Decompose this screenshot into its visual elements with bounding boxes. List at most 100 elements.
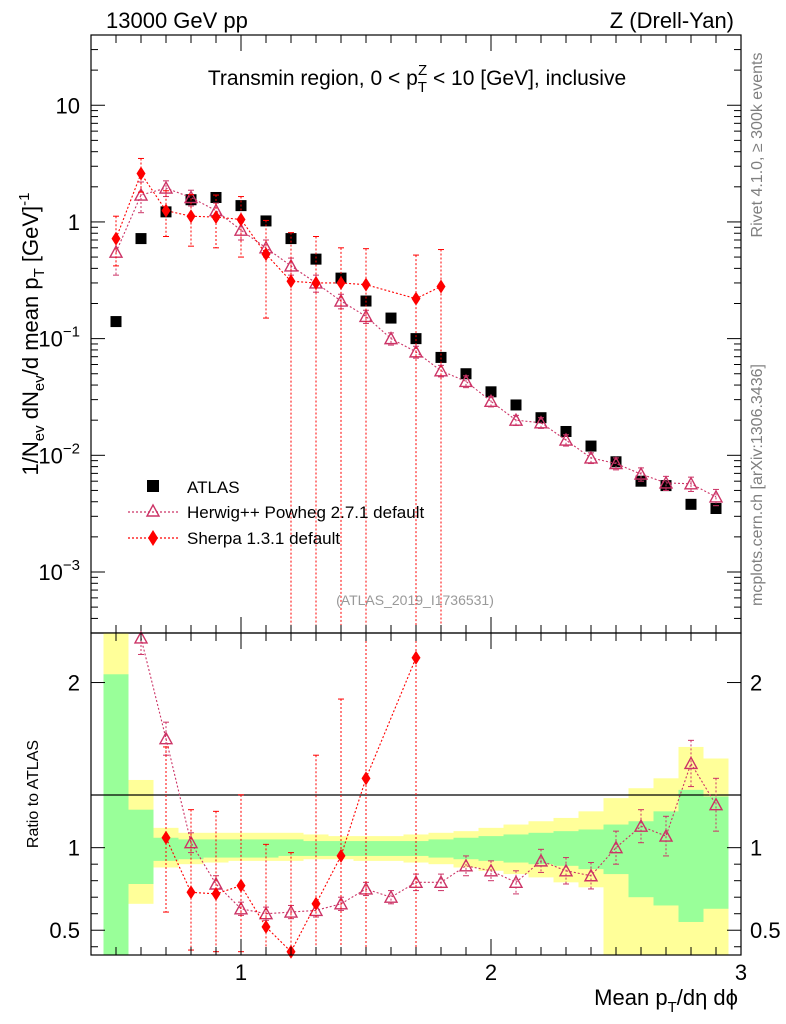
main-point bbox=[333, 293, 349, 307]
main-point bbox=[135, 233, 147, 245]
legend: ATLAS Herwig++ Powheg 2.7.1 default Sher… bbox=[128, 478, 424, 548]
main-point bbox=[361, 277, 371, 292]
main-axes: 10 1 10−1 10−2 10−3 bbox=[38, 34, 742, 634]
ratio-ytick-label-left-1: 1 bbox=[68, 836, 80, 861]
ratio-ylabel: Ratio to ATLAS bbox=[25, 740, 42, 848]
ratio-point bbox=[708, 797, 724, 811]
ratio-point bbox=[133, 630, 149, 644]
ratio-point bbox=[336, 848, 346, 863]
main-point bbox=[110, 316, 122, 328]
legend-sherpa-marker bbox=[148, 530, 158, 546]
band-green-2 bbox=[153, 837, 179, 861]
band-green-1 bbox=[128, 809, 154, 884]
ratio-line bbox=[165, 657, 417, 953]
ratio-point bbox=[658, 828, 674, 842]
main-point bbox=[558, 432, 574, 446]
band-green-11 bbox=[378, 841, 404, 856]
title-post: < 10 [GeV], inclusive bbox=[427, 67, 626, 90]
legend-atlas-label: ATLAS bbox=[187, 478, 240, 497]
main-panel: 10 1 10−1 10−2 10−3 Transmin region, 0 < pTZ… bbox=[16, 34, 742, 634]
ratio-point bbox=[161, 830, 171, 845]
ratio-series bbox=[133, 630, 724, 959]
main-ylabel: 1/Nev dNev/d mean pT [GeV]-1 bbox=[16, 193, 48, 476]
band-green-24 bbox=[703, 796, 729, 909]
band-green-14 bbox=[453, 837, 479, 860]
main-point bbox=[211, 210, 221, 225]
main-point bbox=[483, 393, 499, 408]
ratio-point bbox=[508, 874, 524, 889]
main-point bbox=[136, 166, 146, 181]
ratio-point bbox=[211, 886, 221, 901]
band-green-13 bbox=[428, 839, 454, 858]
main-point bbox=[533, 415, 549, 429]
main-point bbox=[608, 456, 624, 470]
main-ytick-label-0: 10 bbox=[56, 93, 80, 118]
main-point bbox=[111, 231, 121, 246]
ratio-point bbox=[683, 755, 699, 770]
plot-title: Transmin region, 0 < pTZ < 10 [GeV], inc… bbox=[208, 62, 626, 96]
main-point bbox=[710, 503, 722, 515]
main-point bbox=[458, 373, 474, 388]
ratio-point bbox=[186, 885, 196, 900]
band-green-7 bbox=[278, 839, 304, 856]
ratio-sherpa bbox=[161, 632, 421, 959]
ratio-point bbox=[233, 901, 249, 915]
main-point bbox=[460, 368, 472, 380]
ratio-point bbox=[411, 650, 421, 665]
ratio-point bbox=[533, 853, 549, 867]
main-point bbox=[286, 274, 296, 289]
main-point bbox=[261, 247, 271, 262]
main-point bbox=[310, 253, 322, 265]
ratio-bands bbox=[103, 633, 729, 955]
ratio-point bbox=[311, 896, 321, 911]
legend-herwig-marker bbox=[145, 503, 161, 517]
ratio-point bbox=[408, 874, 424, 889]
main-point bbox=[685, 498, 697, 510]
main-point bbox=[508, 412, 524, 426]
title-sup: Z bbox=[418, 62, 427, 79]
beam-label: 13000 GeV pp bbox=[106, 8, 248, 33]
rivet-label: Rivet 4.1.0, ≥ 300k events bbox=[749, 53, 766, 238]
ratio-ytick-label-right-1: 1 bbox=[750, 836, 762, 861]
main-ytick-label-1: 1 bbox=[68, 210, 80, 235]
main-sherpa bbox=[111, 157, 446, 634]
main-point bbox=[210, 191, 222, 203]
main-point bbox=[283, 258, 299, 272]
main-point bbox=[485, 386, 497, 398]
band-green-16 bbox=[503, 834, 529, 863]
process-label: Z (Drell-Yan) bbox=[610, 8, 734, 33]
main-point bbox=[583, 450, 599, 464]
band-green-15 bbox=[478, 836, 504, 861]
ratio-point bbox=[558, 863, 574, 877]
ratio-point bbox=[258, 906, 274, 920]
band-green-12 bbox=[403, 841, 429, 856]
main-point bbox=[161, 203, 171, 218]
main-point bbox=[433, 363, 449, 377]
xtick-label-2: 3 bbox=[735, 960, 747, 985]
main-point bbox=[633, 466, 649, 480]
main-point bbox=[410, 333, 422, 345]
ratio-point bbox=[633, 818, 649, 832]
ratio-point bbox=[261, 919, 271, 934]
main-point bbox=[233, 222, 249, 236]
legend-sherpa-label: Sherpa 1.3.1 default bbox=[187, 529, 340, 548]
main-point bbox=[186, 209, 196, 224]
main-series bbox=[108, 157, 724, 634]
legend-herwig-label: Herwig++ Powheg 2.7.1 default bbox=[187, 503, 424, 522]
main-point bbox=[133, 187, 149, 201]
ratio-point bbox=[583, 868, 599, 882]
main-point bbox=[336, 275, 346, 290]
legend-atlas-marker bbox=[147, 480, 159, 492]
band-green-18 bbox=[553, 831, 579, 866]
title-pre: Transmin region, 0 < p bbox=[208, 67, 418, 90]
band-yellow-20 bbox=[603, 798, 629, 955]
main-point bbox=[560, 425, 572, 437]
main-ytick-label-4: 10−3 bbox=[38, 557, 80, 585]
main-ytick-label-2: 10−1 bbox=[38, 324, 80, 352]
main-point bbox=[610, 456, 622, 468]
band-green-23 bbox=[678, 789, 704, 922]
ratio-axes: 0.5 0.5 1 1 2 2 1 2 3 bbox=[49, 633, 781, 985]
main-ytick-label-3: 10−2 bbox=[38, 440, 80, 468]
ratio-point bbox=[383, 889, 399, 903]
main-point bbox=[585, 440, 597, 452]
